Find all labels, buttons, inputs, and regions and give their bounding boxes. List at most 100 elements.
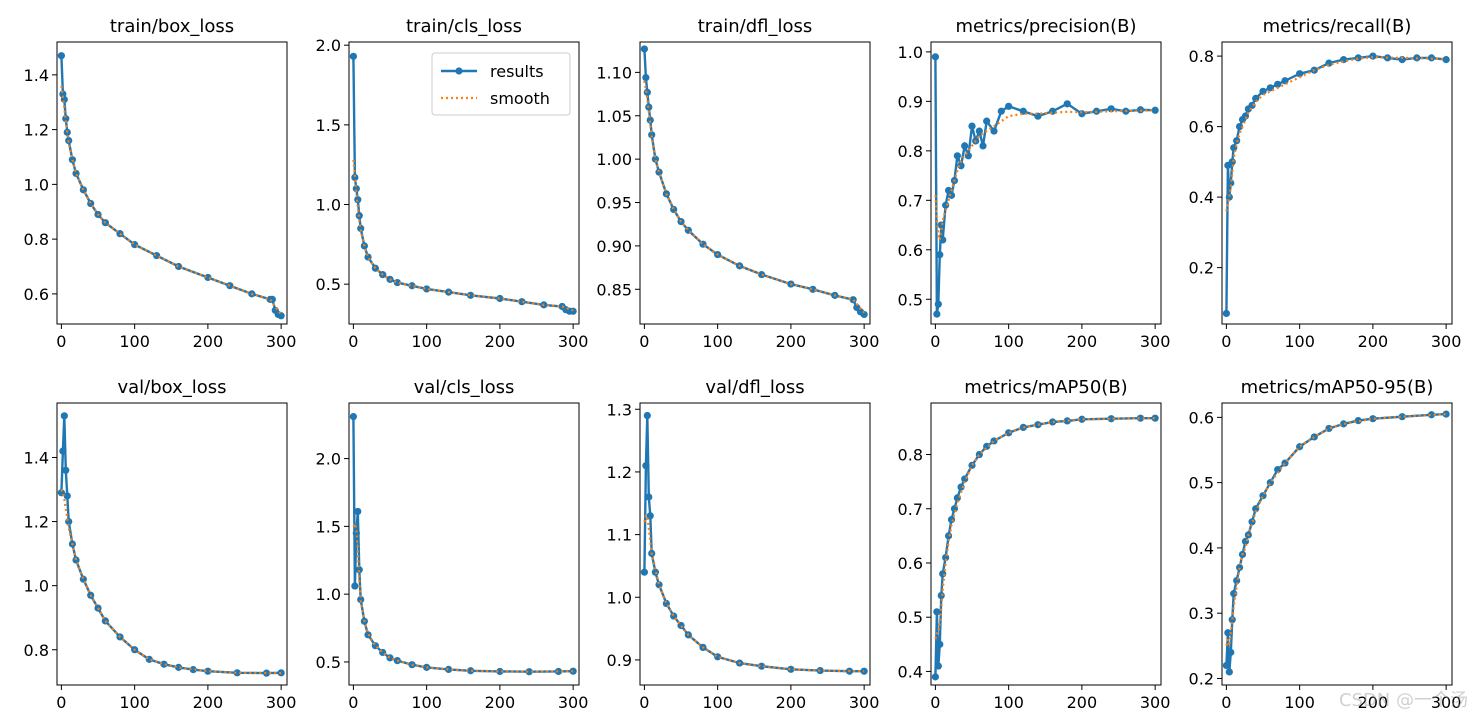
results-point [569,667,577,675]
results-point [1442,56,1450,64]
smooth-series-line [352,159,574,312]
results-point [860,667,868,675]
results-point [860,310,868,319]
results-point [1048,107,1057,115]
x-tick-label: 100 [1284,332,1315,351]
results-point [62,466,70,474]
results-point [936,640,944,648]
axes-frame [639,402,871,686]
results-series-line [934,56,1156,315]
x-tick-label: 0 [1221,693,1231,712]
results-point [57,52,65,60]
results-point [1078,110,1086,118]
y-tick-label: 1.4 [24,66,49,85]
legend-smooth-label: smooth [490,89,550,108]
results-point [466,291,475,299]
results-point [496,294,504,303]
chart-panel-10: metrics/mAP50-95(B) 0 100 200 300 0.2 0.3 0.4 0.… [1189,377,1462,712]
smooth-series-line [60,489,282,675]
x-tick-label: 300 [849,332,880,351]
results-point [1398,56,1406,64]
chart-title: val/cls_loss [414,377,515,398]
results-point [1310,433,1318,441]
results-point [1354,417,1362,425]
results-point [357,595,365,604]
x-tick-label: 200 [776,693,807,712]
results-point [1063,100,1071,108]
y-tick-label: 0.6 [1189,408,1214,427]
x-tick-label: 100 [702,693,733,712]
results-point [1235,123,1244,131]
results-point [1274,80,1282,88]
results-point [942,201,950,209]
x-tick-label: 300 [1431,332,1462,351]
results-point [1369,415,1377,423]
axes-frame [56,402,288,686]
results-series-line [60,415,282,675]
x-tick-label: 300 [849,693,880,712]
x-tick-label: 100 [411,332,442,351]
results-point [1005,102,1013,110]
results-point [931,53,939,61]
results-point [352,529,360,537]
smooth-series-line [643,80,865,314]
results-point [979,142,987,150]
results-point [947,191,956,199]
legend-box [431,52,571,116]
results-point [934,662,942,670]
results-point [226,282,234,290]
axes-frame [1221,41,1453,325]
results-point [961,142,969,150]
results-point [352,184,360,193]
chart-panel-4: metrics/precision(B) 0 100 200 300 0.5 0.6 0.7 0… [898,16,1171,351]
y-tick-label: 0.8 [24,641,49,660]
y-tick-label: 0.9 [607,651,632,670]
results-point [646,512,654,520]
x-tick-label: 0 [56,693,66,712]
chart-panel-3: train/dfl_loss 0 100 200 300 0.85 0.90 0.95 1.00… [596,16,879,351]
results-point [787,665,795,673]
y-tick-label: 1.2 [607,463,632,482]
results-point [1235,563,1244,572]
y-tick-label: 0.5 [898,290,923,309]
results-point [939,236,947,244]
y-tick-label: 0.85 [596,280,632,299]
results-point [1339,420,1348,428]
x-tick-label: 300 [558,332,589,351]
x-tick-label: 200 [1358,332,1389,351]
x-tick-label: 300 [1140,693,1171,712]
x-tick-label: 300 [1431,693,1462,712]
results-point [466,667,475,675]
results-point [640,568,648,576]
results-point [651,155,659,163]
chart-title: val/dfl_loss [705,377,804,398]
x-tick-label: 300 [266,332,297,351]
results-point [968,461,976,469]
results-series-line [643,48,865,316]
results-point [62,115,70,123]
x-tick-label: 100 [119,693,150,712]
chart-panel-5: metrics/recall(B) 0 100 200 300 0.2 0.4 0.6 0.8 [1189,16,1462,351]
x-tick-label: 100 [411,693,442,712]
results-point [1227,179,1235,187]
chart-title: val/box_loss [117,377,226,398]
y-tick-label: 0.8 [24,230,49,249]
results-point [1230,590,1238,598]
y-tick-label: 0.6 [24,285,49,304]
y-tick-label: 1.0 [607,588,632,607]
chart-panel-1: train/box_loss 0 100 200 300 0.6 0.8 1.0 1.2 1.4 [24,16,297,351]
chart-title: metrics/recall(B) [1263,16,1412,37]
results-point [1296,70,1304,78]
results-series-line [352,416,574,673]
results-point [1398,413,1406,421]
results-point [59,447,67,455]
results-point [1259,87,1267,95]
y-tick-label: 0.2 [1189,259,1214,278]
y-tick-label: 1.5 [316,116,341,135]
legend-results-label: results [490,62,544,81]
y-tick-label: 0.4 [1189,188,1214,207]
results-point [1227,648,1235,656]
results-point [354,507,362,516]
x-tick-label: 0 [348,332,358,351]
